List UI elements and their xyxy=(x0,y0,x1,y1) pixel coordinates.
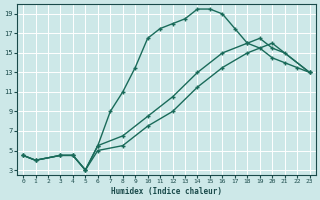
X-axis label: Humidex (Indice chaleur): Humidex (Indice chaleur) xyxy=(111,187,222,196)
